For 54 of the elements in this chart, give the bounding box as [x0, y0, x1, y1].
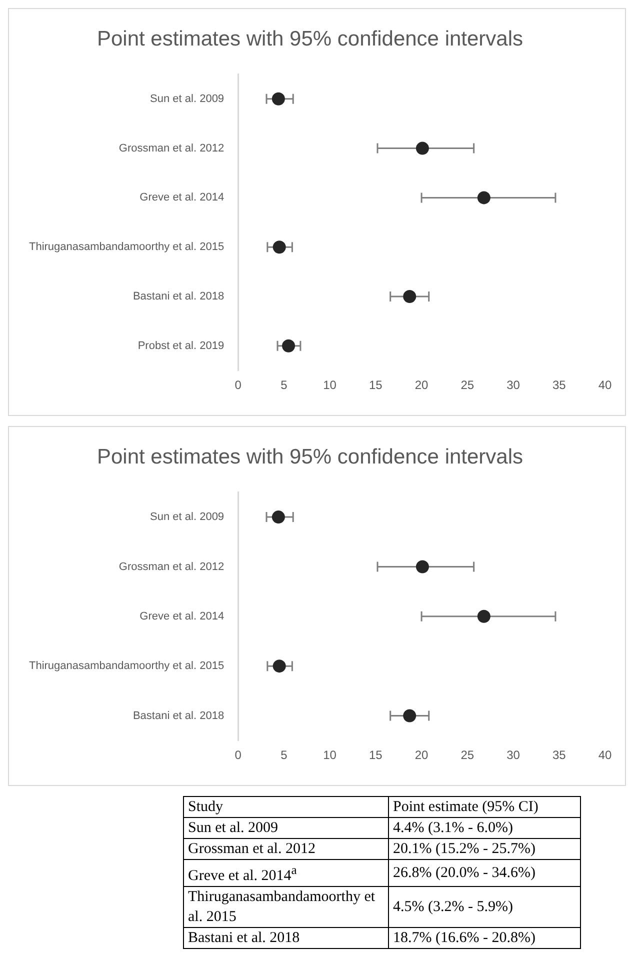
- x-tick-label: 0: [234, 748, 242, 762]
- y-tick-label: Sun et al. 2009: [150, 511, 224, 524]
- x-tick-label: 40: [598, 748, 612, 762]
- y-tick-label: Sun et al. 2009: [150, 92, 224, 105]
- x-tick-label: 35: [552, 748, 566, 762]
- x-tick-label: 30: [506, 748, 520, 762]
- y-tick-label: Greve et al. 2014: [140, 610, 224, 622]
- point: [416, 560, 429, 574]
- text: 4.4% (3.1% - 6.0%): [388, 818, 580, 838]
- y-tick-label: Thiruganasambandamoorthy et al. 2015: [28, 241, 224, 254]
- point: [272, 660, 286, 673]
- text: Thiruganasambandamoorthy et al. 2015: [184, 886, 388, 928]
- x-tick-label: 5: [280, 378, 288, 392]
- x-tick-label: 35: [552, 378, 566, 392]
- y-tick-label: Greve et al. 2014: [140, 192, 224, 204]
- x-tick-label: 30: [506, 378, 520, 392]
- x-tick-label: 25: [460, 748, 474, 762]
- x-tick-label: 5: [280, 748, 288, 762]
- point: [477, 610, 490, 623]
- y-tick-label: Grossman et al. 2012: [118, 560, 224, 573]
- text: Bastani et al. 2018: [184, 928, 388, 948]
- point: [272, 92, 285, 106]
- text: Greve et al. 2014$^{a}$: [184, 860, 388, 886]
- x-tick-label: 15: [368, 378, 383, 392]
- text: 26.8% (20.0% - 34.6%): [388, 860, 580, 886]
- x-tick-label: 10: [323, 378, 337, 392]
- y-tick-label: Probst et al. 2019: [138, 340, 224, 352]
- point: [272, 510, 285, 524]
- point: [477, 191, 490, 204]
- text: 20.1% (15.2% - 25.7%): [388, 838, 580, 860]
- chart-title: Point estimates with 95% confidence intervals: [96, 27, 524, 50]
- point: [416, 142, 429, 155]
- text: Sun et al. 2009: [184, 818, 388, 838]
- text: Study: [184, 796, 388, 818]
- text: Point estimate (95% CI): [388, 796, 580, 818]
- y-tick-label: Bastani et al. 2018: [132, 710, 224, 722]
- x-tick-label: 10: [323, 748, 337, 762]
- text: Grossman et al. 2012: [184, 838, 388, 860]
- x-tick-label: 15: [368, 748, 383, 762]
- x-tick-label: 0: [234, 378, 242, 392]
- y-tick-label: Bastani et al. 2018: [132, 290, 224, 303]
- y-tick-label: Grossman et al. 2012: [118, 142, 224, 154]
- point: [403, 709, 416, 722]
- y-tick-label: Thiruganasambandamoorthy et al. 2015: [28, 660, 224, 672]
- x-tick-label: 20: [414, 378, 429, 392]
- text: 18.7% (16.6% - 20.8%): [388, 928, 580, 948]
- x-tick-label: 40: [598, 378, 612, 392]
- x-tick-label: 25: [460, 378, 474, 392]
- point: [272, 240, 286, 254]
- chart-title: Point estimates with 95% confidence intervals: [96, 445, 524, 468]
- text: 4.5% (3.2% - 5.9%): [388, 886, 580, 928]
- x-tick-label: 20: [414, 748, 429, 762]
- point: [282, 339, 296, 352]
- point: [403, 290, 416, 303]
